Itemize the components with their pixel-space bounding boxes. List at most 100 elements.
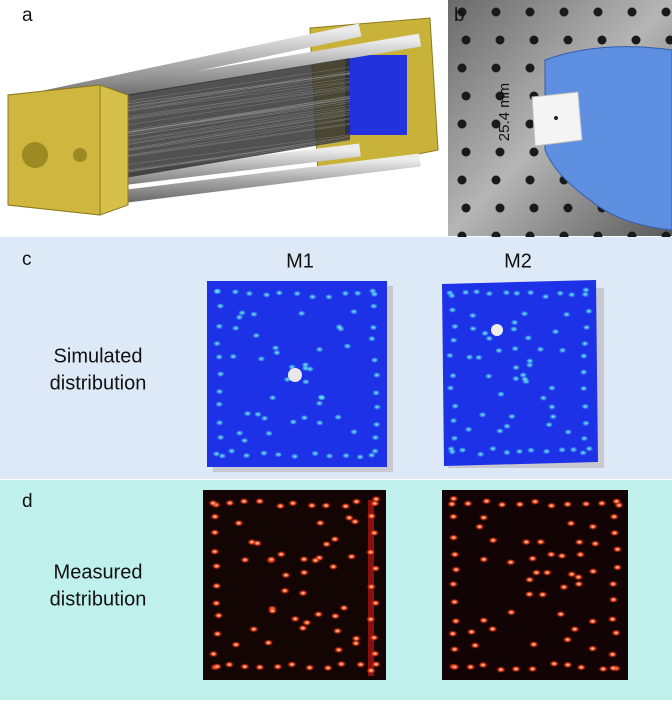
sim-spot xyxy=(449,307,456,312)
meas-spot xyxy=(214,612,224,619)
meas-spot xyxy=(299,569,309,576)
sim-spot xyxy=(516,449,523,454)
sim-spot xyxy=(298,311,305,316)
hole xyxy=(526,176,535,185)
sim-spot xyxy=(269,395,276,400)
sim-spot xyxy=(495,348,502,353)
meas-spot xyxy=(479,514,489,521)
sim-spot xyxy=(253,333,260,338)
meas-spot xyxy=(448,581,458,588)
sim-spot xyxy=(273,350,280,355)
sim-spot xyxy=(451,324,458,329)
meas-spot xyxy=(449,534,459,541)
sim-spot xyxy=(450,338,457,343)
hole xyxy=(598,36,607,45)
meas-spot xyxy=(212,663,222,670)
sim-spot xyxy=(213,289,220,294)
meas-face-m2 xyxy=(442,490,628,680)
meas-spot xyxy=(570,626,580,633)
meas-spot xyxy=(275,503,285,510)
sim-spot xyxy=(312,451,319,456)
meas-spot xyxy=(307,502,317,509)
sim-spot xyxy=(254,412,261,417)
meas-spot xyxy=(212,563,222,570)
hole xyxy=(496,36,505,45)
hole xyxy=(632,36,641,45)
meas-spot xyxy=(488,537,498,544)
sim-spot xyxy=(563,312,570,317)
meas-spot xyxy=(451,618,461,625)
panel-letter: c xyxy=(22,249,32,270)
meas-face-m1 xyxy=(203,490,386,680)
sim-spot xyxy=(291,454,298,459)
meas-spot xyxy=(598,665,608,672)
meas-spot xyxy=(549,660,559,667)
sim-spot xyxy=(230,354,237,359)
sim-spot xyxy=(508,414,515,419)
sim-spot xyxy=(527,290,534,295)
sim-face-m2 xyxy=(442,280,598,466)
meas-spot xyxy=(347,553,357,560)
sim-spot xyxy=(581,436,588,441)
sim-spot xyxy=(582,292,589,297)
sim-spot xyxy=(343,453,350,458)
hole xyxy=(496,148,505,157)
sim-spot xyxy=(485,374,492,379)
meas-spot xyxy=(475,523,485,530)
sim-spot xyxy=(447,385,454,390)
hole xyxy=(458,64,467,73)
sim-spot xyxy=(374,404,381,409)
meas-spot xyxy=(496,666,506,673)
meas-spot xyxy=(255,498,265,505)
meas-spot xyxy=(371,661,381,668)
sim-spot xyxy=(511,320,518,325)
sim-spot xyxy=(336,324,343,329)
meas-spot xyxy=(497,501,507,508)
sim-spot xyxy=(446,290,453,295)
meas-spot xyxy=(448,513,458,520)
sim-spot xyxy=(216,402,223,407)
sim-spot xyxy=(217,435,224,440)
sim-spot xyxy=(370,325,377,330)
meas-spot xyxy=(336,661,346,668)
sim-spot xyxy=(316,347,323,352)
meas-spot xyxy=(612,564,622,571)
meas-spot xyxy=(536,538,546,545)
meas-spot xyxy=(563,501,573,508)
sim-spot xyxy=(552,329,559,334)
sim-spot xyxy=(537,347,544,352)
meas-spot xyxy=(366,616,376,623)
sim-spot xyxy=(232,289,239,294)
sim-spot xyxy=(217,371,224,376)
sim-spot xyxy=(520,372,527,377)
sim-spot xyxy=(510,326,517,331)
target-face xyxy=(345,55,407,135)
meas-spot xyxy=(506,609,516,616)
sim-spot xyxy=(266,431,273,436)
meas-spot xyxy=(450,663,460,670)
sim-spot xyxy=(371,357,378,362)
meas-spot xyxy=(449,495,459,502)
hole xyxy=(530,204,539,213)
sim-spot xyxy=(565,429,572,434)
sim-spot xyxy=(260,451,267,456)
sim-spot xyxy=(486,291,493,296)
meas-spot xyxy=(608,596,618,603)
meas-spot xyxy=(466,628,476,635)
panel-b: 25.4 mm b xyxy=(448,0,672,241)
sim-spot xyxy=(451,436,458,441)
panel-d: d Measured distribution xyxy=(0,480,672,700)
hole xyxy=(462,36,471,45)
sim-spot xyxy=(497,392,504,397)
sim-spot xyxy=(450,373,457,378)
meas-spot xyxy=(574,581,584,588)
sim-spot xyxy=(368,336,375,341)
hole xyxy=(492,64,501,73)
hole xyxy=(530,148,539,157)
hole xyxy=(458,120,467,129)
sim-spot xyxy=(316,401,323,406)
sim-spot xyxy=(228,448,235,453)
meas-spot xyxy=(321,502,331,509)
meas-spot xyxy=(268,607,278,614)
meas-spot xyxy=(546,551,556,558)
